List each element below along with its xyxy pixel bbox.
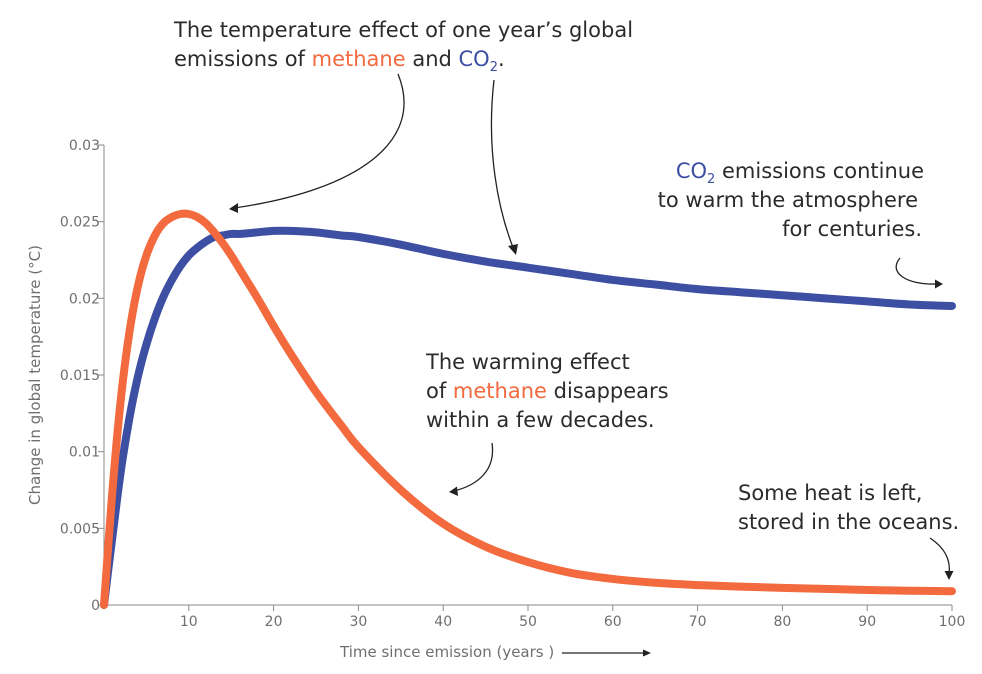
annotation-co2-sub: 2 [707, 172, 715, 187]
annotation-top-sub: 2 [490, 60, 498, 75]
x-tick-label: 20 [265, 614, 283, 630]
arrowhead-methane-peak [229, 203, 238, 213]
annotation-top-text-b: and [406, 47, 459, 71]
y-tick-label: 0.01 [69, 445, 100, 461]
arrow-to-co2-curve [490, 79, 515, 251]
chart-axes: 0 0.005 0.01 0.015 0.02 0.025 0.03 10 20 30 40 50 60… [60, 138, 965, 630]
arrow-to-methane-decline [453, 442, 494, 492]
arrowhead-co2-right [935, 279, 943, 289]
chart-series [100, 209, 956, 609]
arrow-to-methane-peak [233, 73, 405, 209]
annotation-ocean-line2: stored in the oceans. [738, 510, 959, 534]
y-tick-label: 0.015 [60, 368, 100, 384]
x-tick-label: 10 [180, 614, 198, 630]
series-line-co2 [100, 226, 956, 609]
x-axis-title: Time since emission (years ) [339, 643, 554, 661]
x-tick-label: 70 [689, 614, 707, 630]
x-tick-label: 50 [519, 614, 537, 630]
arrowhead-methane-decline [449, 486, 458, 496]
annotation-top-line1: The temperature effect of one year’s glo… [173, 18, 633, 42]
annotation-top-end: . [498, 47, 505, 71]
annotation-co2-co: CO [676, 159, 707, 183]
x-tick-label: 100 [939, 614, 966, 630]
annotation-methane-text-a: of [426, 379, 453, 403]
y-tick-label: 0.02 [69, 291, 100, 307]
y-tick-label: 0.005 [60, 521, 100, 537]
arrowhead-oceans [944, 571, 954, 580]
annotation-methane-word: methane [453, 379, 547, 403]
annotation-top-text-a: emissions of [174, 47, 312, 71]
y-tick-label: 0.03 [69, 138, 100, 154]
x-tick-label: 60 [604, 614, 622, 630]
annotation-top-methane: methane [312, 47, 406, 71]
arrow-to-oceans [929, 537, 951, 575]
y-tick-label: 0 [91, 598, 100, 614]
x-tick-label: 30 [349, 614, 367, 630]
y-axis-title: Change in global temperature (°C) [26, 245, 44, 505]
x-tick-label: 40 [434, 614, 452, 630]
annotation-ocean-line1: Some heat is left, [738, 481, 922, 505]
series-line-methane [100, 209, 956, 609]
annotation-co2-line2: to warm the atmosphere [658, 188, 918, 212]
annotation-methane-line3: within a few decades. [426, 408, 655, 432]
arrow-co2-right [895, 257, 939, 285]
annotation-arrows [229, 73, 954, 580]
y-tick-label: 0.025 [60, 215, 100, 231]
x-tick-label: 90 [858, 614, 876, 630]
annotation-top-line2: emissions of methane and CO2. [174, 47, 505, 75]
annotation-methane-line2: of methane disappears [426, 379, 669, 403]
annotation-top-co: CO [459, 47, 490, 71]
annotation-methane-line1: The warming effect [425, 350, 630, 374]
arrowhead-co2-curve [508, 244, 518, 255]
annotation-co2-rest: emissions continue [715, 159, 924, 183]
annotation-co2-line1: CO2 emissions continue [676, 159, 924, 187]
x-axis-title-arrowhead [643, 649, 651, 657]
annotation-methane-text-b: disappears [547, 379, 669, 403]
annotation-co2-line3: for centuries. [782, 217, 922, 241]
x-tick-label: 80 [773, 614, 791, 630]
